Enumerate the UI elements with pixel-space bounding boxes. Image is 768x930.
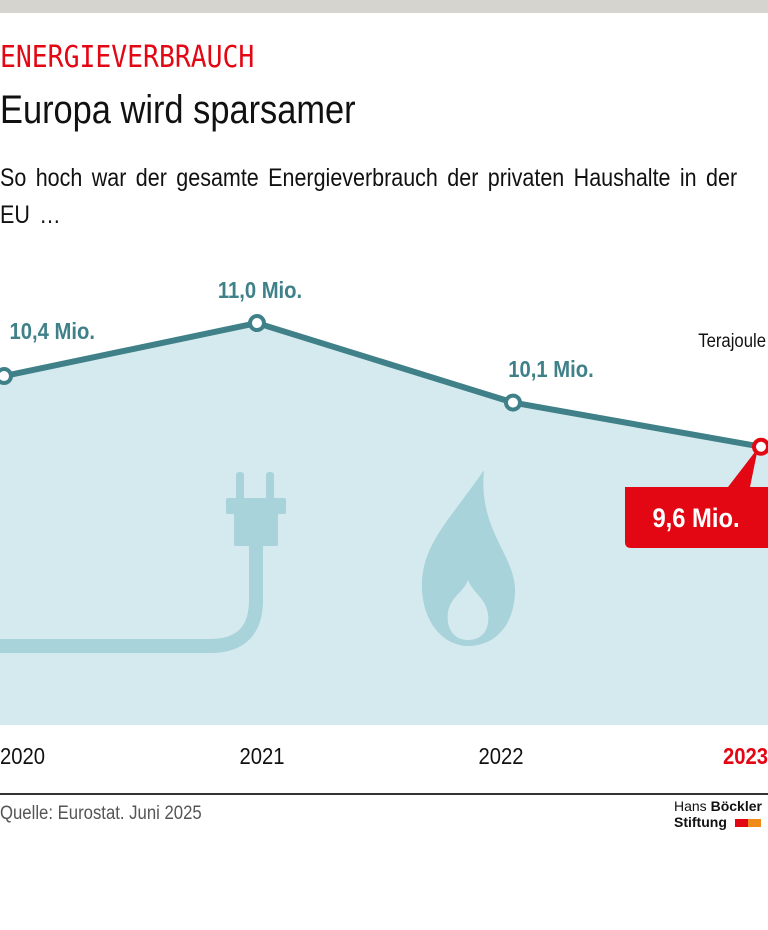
plug-prong: [236, 472, 244, 502]
logo: Hans Böckler Stiftung: [674, 798, 762, 830]
unit-label: Terajoule: [698, 330, 766, 351]
source-note: Quelle: Eurostat. Juni 2025: [0, 803, 202, 824]
plug-prong: [266, 472, 274, 502]
data-point: [752, 437, 768, 456]
plug-body: [226, 498, 286, 514]
top-bar: [0, 0, 768, 13]
chart-title: Europa wird sparsamer: [0, 88, 356, 132]
chart-subtitle: So hoch war der gesamte Energieverbrauch…: [0, 164, 738, 229]
plug-cable: [0, 546, 263, 653]
data-point: [504, 393, 522, 412]
logo-text: Hans: [674, 798, 711, 814]
plug-icon: [226, 472, 286, 546]
logo-red-bar: [734, 819, 748, 827]
flame-icon: [421, 470, 515, 646]
plug-body: [234, 512, 278, 546]
divider: [0, 793, 768, 795]
data-label: 11,0 Mio.: [218, 277, 302, 304]
data-point: [0, 367, 13, 386]
x-tick-label: 2021: [239, 743, 284, 770]
area-fill: [0, 323, 768, 725]
data-label: 10,4 Mio.: [10, 318, 95, 345]
kicker: ENERGIEVERBRAUCH: [0, 40, 255, 75]
logo-text-2: Stiftung: [674, 814, 727, 830]
x-tick-label: 2020: [0, 743, 45, 770]
logo-text-bold: Böckler: [710, 798, 762, 814]
data-label: 10,1 Mio.: [508, 356, 593, 383]
highlight-callout: [625, 448, 768, 548]
data-label: 9,6 Mio.: [652, 504, 739, 534]
data-point: [248, 314, 266, 333]
series-line: [3, 320, 762, 450]
x-tick-label: 2023: [723, 743, 768, 770]
logo-orange-bar: [747, 819, 761, 827]
x-tick-label: 2022: [478, 743, 523, 770]
